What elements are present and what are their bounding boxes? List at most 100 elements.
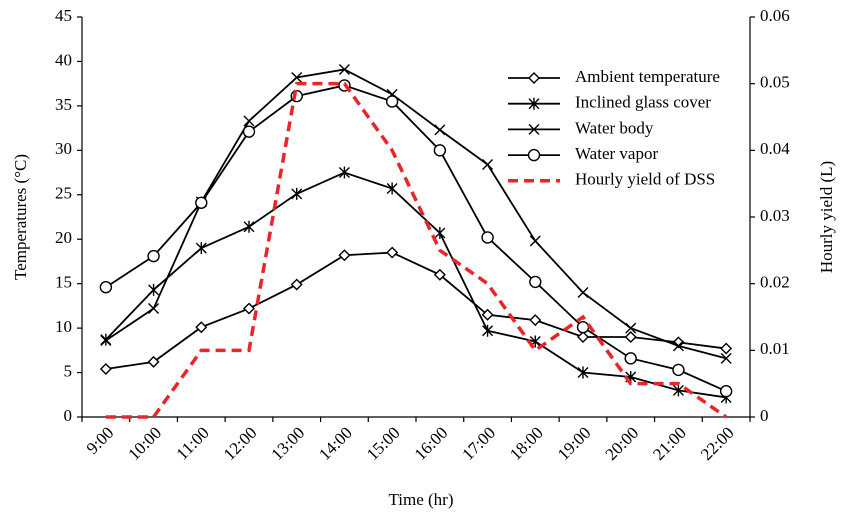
data-point-shape [386,246,399,259]
data-point [338,166,350,179]
legend-label: Water body [575,118,654,137]
data-point [529,314,542,327]
data-point [243,302,255,315]
y-tick-label: 0 [64,406,73,425]
data-point [148,303,160,315]
x-tick-label: 13:00 [267,423,308,464]
x-tick-label: 15:00 [363,423,404,464]
y-tick-label: 25 [55,184,72,203]
x-tick-label: 11:00 [173,423,213,463]
data-point-shape [99,363,112,375]
data-point [99,281,113,294]
data-point [195,321,208,334]
data-point-shape [147,355,160,368]
data-point-shape [242,125,256,138]
y-tick-label: 40 [55,50,72,69]
x-tick-label: 16:00 [411,423,452,464]
data-point-shape [577,366,589,379]
data-point-shape [338,166,350,179]
data-point-shape [625,322,637,334]
legend-marker [528,123,540,135]
data-point-shape [624,352,637,365]
data-point-shape [338,249,351,262]
legend-marker-shape [528,97,540,110]
data-point-shape [243,220,255,233]
data-point [529,275,542,289]
data-point [99,363,112,375]
data-point [576,321,590,334]
y2-tick-label: 0 [760,406,769,425]
y-tick-label: 20 [55,228,72,247]
data-point [577,287,589,299]
data-point-shape [290,278,303,291]
data-point [434,227,446,239]
legend-marker-shape [528,72,540,84]
data-point-shape [481,308,494,321]
data-point-shape [195,321,208,334]
y-tick-label: 5 [64,361,73,380]
legend-marker-shape [527,148,541,162]
data-point [338,249,351,262]
data-point [625,322,637,334]
data-point-shape [148,283,160,296]
data-point [338,63,350,75]
data-point [672,340,684,352]
data-point-shape [386,182,398,195]
y2-axis-title: Hourly yield (L) [817,161,836,273]
legend-marker [528,72,540,84]
y-tick-label: 30 [55,139,72,158]
data-point [481,231,494,244]
data-point [148,283,160,296]
data-point-shape [481,231,494,244]
x-tick-label: 12:00 [220,423,261,464]
x-tick-label: 9:00 [83,423,118,458]
data-point-shape [291,71,303,83]
data-point [672,363,685,377]
data-point-shape [577,287,589,299]
legend-label: Inclined glass cover [575,93,711,112]
data-point-shape [338,63,350,75]
legend-label: Water vapor [575,144,658,163]
data-point-shape [672,384,684,397]
y2-tick-label: 0.03 [760,206,790,225]
data-point [290,278,303,291]
y2-tick-label: 0.02 [760,273,790,292]
data-point-shape [433,268,446,281]
y-tick-label: 45 [55,6,72,25]
y-axis-title: Temperatures (°C) [11,154,30,280]
legend-label: Ambient temperature [575,67,720,86]
data-point-shape [672,340,684,352]
x-axis-title: Time (hr) [388,490,453,509]
data-point-shape [434,227,446,239]
data-point-shape [719,385,733,398]
data-point [100,335,112,347]
x-tick-label: 14:00 [315,423,356,464]
data-point [433,268,446,281]
data-point-shape [434,124,446,136]
x-tick-label: 21:00 [649,423,690,464]
data-point-shape [482,159,494,171]
data-point-shape [720,352,732,364]
data-point-shape [195,242,207,255]
data-point [577,366,589,379]
data-point-shape [529,235,541,247]
data-point-shape [577,331,589,343]
data-point [385,95,399,108]
y2-tick-label: 0.01 [760,339,790,358]
data-point-shape [433,144,447,157]
y-tick-label: 35 [55,95,72,114]
data-point-shape [624,331,637,343]
x-tick-label: 10:00 [124,423,165,464]
series-line [105,84,727,393]
data-point [433,144,447,157]
data-point-shape [195,196,208,209]
data-point [195,196,208,209]
legend-label: Hourly yield of DSS [575,170,715,189]
data-point-shape [529,275,542,289]
series-line [105,81,728,419]
x-tick-label: 20:00 [601,423,642,464]
data-point [434,124,446,136]
y-tick-label: 15 [55,273,72,292]
series-line [105,251,727,370]
